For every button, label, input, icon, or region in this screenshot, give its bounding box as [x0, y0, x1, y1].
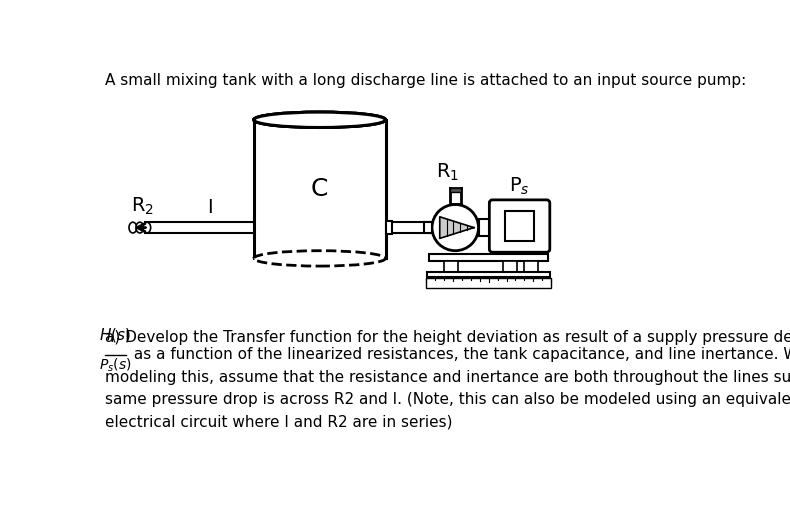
Text: $P_s(s)$: $P_s(s)$	[99, 356, 131, 374]
Bar	[254, 120, 386, 258]
FancyBboxPatch shape	[489, 200, 550, 252]
Ellipse shape	[129, 222, 137, 233]
Text: P$_s$: P$_s$	[510, 175, 530, 197]
Bar	[429, 254, 548, 262]
Bar	[426, 278, 551, 288]
Bar	[505, 211, 534, 241]
Ellipse shape	[254, 112, 386, 128]
Ellipse shape	[254, 251, 386, 266]
Text: R$_1$: R$_1$	[436, 162, 459, 183]
Polygon shape	[440, 217, 474, 238]
Text: as a function of the linearized resistances, the tank capacitance, and line iner: as a function of the linearized resistan…	[129, 347, 790, 362]
Ellipse shape	[254, 112, 386, 128]
Ellipse shape	[136, 222, 144, 233]
Text: C: C	[311, 177, 329, 201]
Text: a) Develop the Transfer function for the height deviation as result of a supply : a) Develop the Transfer function for the…	[105, 330, 790, 345]
Ellipse shape	[254, 112, 386, 128]
Text: $H(s)$: $H(s)$	[99, 326, 131, 344]
Bar	[445, 262, 458, 272]
Text: R$_2$: R$_2$	[131, 195, 154, 217]
Bar	[450, 188, 461, 192]
Bar	[525, 262, 538, 272]
Text: modeling this, assume that the resistance and inertance are both throughout the : modeling this, assume that the resistanc…	[105, 370, 790, 430]
Circle shape	[432, 205, 479, 251]
Bar	[427, 272, 550, 277]
Text: I: I	[208, 198, 213, 217]
Bar	[503, 262, 517, 272]
Ellipse shape	[143, 222, 151, 233]
Bar	[479, 219, 492, 236]
Text: A small mixing tank with a long discharge line is attached to an input source pu: A small mixing tank with a long discharg…	[105, 73, 747, 88]
Bar	[386, 221, 392, 234]
Bar	[424, 222, 432, 233]
